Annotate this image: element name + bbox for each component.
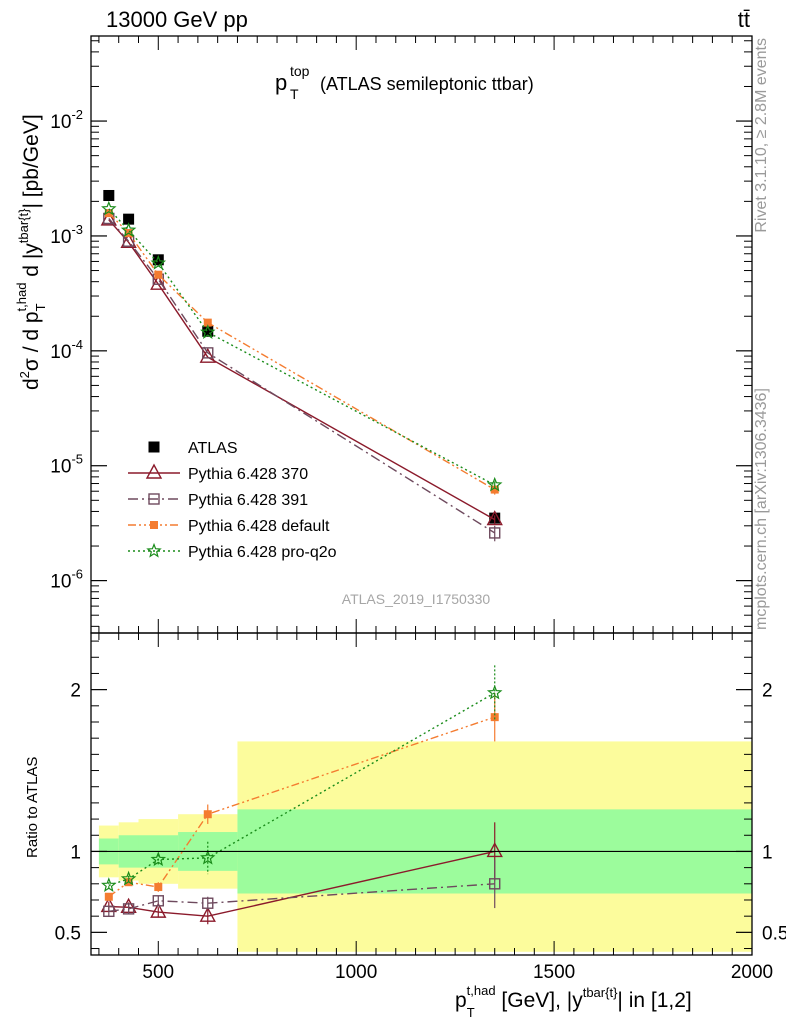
ratio-point [150,902,167,918]
ratio-point [103,905,115,918]
legend-marker-ATLAS [148,441,160,453]
ratio-y-tick-label-left: 0.5 [55,923,81,944]
legend: ATLAS Pythia 6.428 370 Pythia 6.428 391 Pyt… [128,440,337,561]
y-tick-label: 10-4 [50,337,83,363]
data-point [154,270,163,279]
ratio-y-axis-label: Ratio to ATLAS [24,757,41,858]
ratio-point [120,870,137,886]
main-series-layer [100,189,503,542]
data-point [123,213,135,225]
plot-title-sup: top [290,63,310,79]
plot-title: p top T (ATLAS semileptonic ttbar) [275,63,534,102]
ratio-series-layer [100,665,503,925]
svg-text:d2σ / d pTt,had d |ytbar{t}| [: d2σ / d pTt,had d |ytbar{t}| [pb/GeV] [14,114,48,390]
x-tick-label: 1000 [335,962,377,983]
svg-text:p: p [275,70,287,95]
plot-title-main: p [275,70,287,95]
x-tick-label: 1500 [533,962,575,983]
data-point [202,325,214,337]
data-point [120,222,137,237]
data-point [101,200,117,216]
legend-label-pdefault: Pythia 6.428 default [188,518,330,535]
ratio-y-tick-label-right: 0.5 [762,923,786,944]
ratio-series-pdefault [104,692,499,901]
ratio-point [122,903,135,915]
mcplots-label: mcplots.cern.ch [arXiv:1306.3436] [753,388,770,630]
series-p391 [103,212,501,542]
legend-label-p370: Pythia 6.428 370 [188,466,308,483]
series-line [108,212,496,491]
y-tick-label: 10-3 [50,222,83,248]
ratio-point [150,851,167,867]
x-tick-label: 2000 [731,962,773,983]
legend-marker-p370 [145,463,163,479]
data-point [199,347,216,363]
ratio-point [490,713,499,722]
data-point [489,527,501,539]
header-left: 13000 GeV pp [106,7,248,32]
legend-marker-p391 [148,493,160,505]
ratio-point [199,906,216,922]
x-tick-label: 500 [142,962,174,983]
data-point [150,274,167,290]
data-point [203,318,212,327]
legend-marker-pdefault [150,521,158,529]
ratio-point [200,849,216,865]
ratio-point [154,883,163,892]
series-line [108,208,496,486]
ratio-point [203,810,212,819]
legend-label-pq2o: Pythia 6.428 pro-q2o [188,544,337,561]
svg-text:pTt,had [GeV], |ytbar{t}| in [: pTt,had [GeV], |ytbar{t}| in [1,2] [455,983,692,1020]
ratio-point [101,877,117,893]
ratio-point [104,892,113,901]
ratio-plot-frame [90,632,753,956]
data-point [200,324,216,339]
data-point [490,485,499,494]
series-pq2o [101,200,503,492]
data-point [150,254,167,270]
plot-title-sub: T [290,86,299,102]
data-point [104,209,113,218]
header-right: tt̄ [738,7,750,32]
ratio-point [489,878,501,890]
ratio-series-p391 [103,859,501,918]
ratio-y-tick-label-left: 1 [70,842,81,863]
axis-ticks: 10-6 10-5 10-4 10-3 10-2 500 1000 1500 2000 0.5 0.… [50,36,786,983]
x-axis-label: pTt,had [GeV], |ytbar{t}| in [1,2] [455,983,692,1020]
plot-title-suffix: (ATLAS semileptonic ttbar) [320,74,534,94]
analysis-id: ATLAS_2019_I1750330 [342,591,491,607]
main-y-axis-label: d2σ / d pTt,had d |ytbar{t}| [pb/GeV] [14,114,48,390]
ratio-uncertainty-bands [98,741,752,952]
ratio-point [486,684,503,700]
legend-marker-pq2o [146,542,162,558]
y-tick-label: 10-2 [50,107,83,133]
data-point [152,254,164,266]
rivet-label: Rivet 3.1.10, ≥ 2.8M events [753,38,770,233]
ratio-point [202,897,214,909]
ratio-y-tick-label-right: 1 [762,842,773,863]
data-point [103,189,115,201]
data-point [486,476,503,492]
data-point [486,510,503,526]
series-line [108,218,496,534]
ratio-point [486,841,503,858]
data-point [202,347,214,359]
legend-label-ATLAS: ATLAS [188,440,238,457]
series-pdefault [104,209,499,495]
y-tick-label: 10-6 [50,567,83,593]
y-tick-label: 10-5 [50,452,83,478]
ratio-y-tick-label-right: 2 [762,681,773,702]
ratio-point [152,895,164,907]
data-point [100,210,117,226]
ratio-y-tick-label-left: 2 [70,681,81,702]
data-point [120,232,137,249]
ratio-series-pq2o [101,665,503,893]
legend-label-p391: Pythia 6.428 391 [188,492,308,509]
